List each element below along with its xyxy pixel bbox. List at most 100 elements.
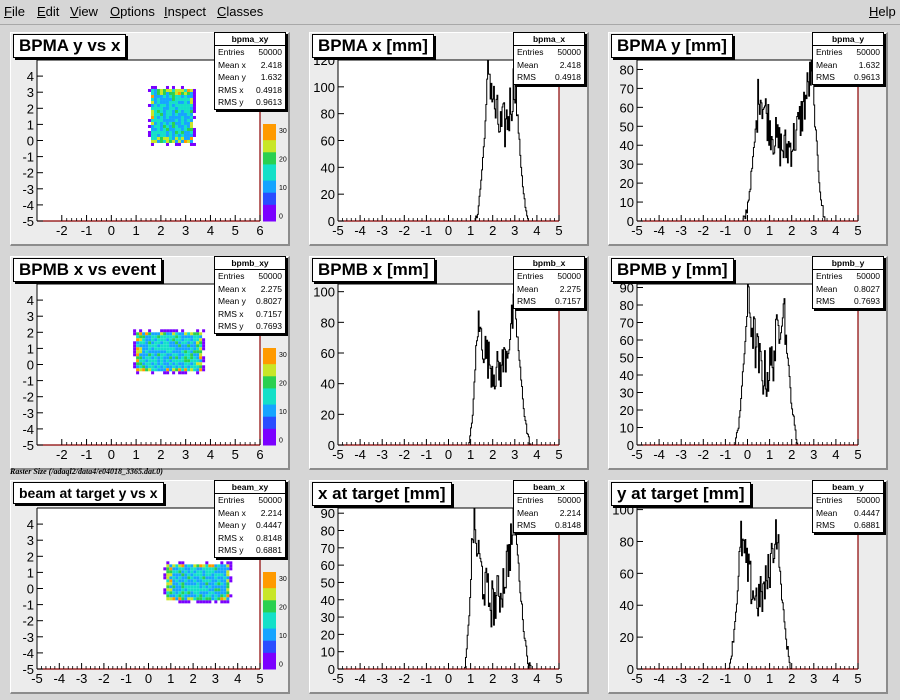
heatmap-cell: [181, 570, 185, 574]
heatmap-cell: [187, 600, 191, 604]
heatmap-cell: [157, 335, 161, 339]
pad-bpmb-x[interactable]: -5 -4 -3 -2 -1 0 1 2 3 4 5 0 20 40 60 80 100 BPMB x [mm] b…: [309, 256, 589, 470]
stats-box: beam_xy Entries 50000 Mean x 2.214 Mean y 0.44…: [214, 480, 286, 558]
pad-beam-y[interactable]: -5 -4 -3 -2 -1 0 1 2 3 4 5 0 20 40 60 80 100 y at target …: [608, 480, 888, 694]
stats-value: 2.214: [559, 507, 581, 518]
stats-name: bpma_y: [813, 33, 883, 46]
pad-beam-x[interactable]: -5 -4 -3 -2 -1 0 1 2 3 4 5 0 10 20 30 40 50 60 70 80 90 x at …: [309, 480, 589, 694]
heatmap-cell: [166, 594, 170, 598]
stats-value: 50000: [856, 47, 880, 57]
heatmap-cell: [220, 594, 224, 598]
x-tick-label: -1: [421, 223, 433, 238]
heatmap-cell: [189, 130, 193, 134]
x-tick-label: -3: [675, 671, 687, 686]
pad-bpma-xy[interactable]: 30 20 10 0 -2 -1 0 1 2 3 4 5 6 -5 -4 -3 -2 -1 0 1 2 3 4 BPMA y …: [10, 32, 290, 246]
pad-bpma-x[interactable]: -5 -4 -3 -2 -1 0 1 2 3 4 5 0 20 40 60 80 100 120 BPMA x [m…: [309, 32, 589, 246]
heatmap-cell: [223, 585, 227, 589]
y-tick-label: 60: [620, 333, 634, 348]
heatmap-cell: [202, 594, 206, 598]
heatmap-cell: [196, 338, 200, 342]
heatmap-cell: [199, 338, 203, 342]
x-ticks: -5 -4 -3 -2 -1 0 1 2 3 4 5: [31, 663, 264, 686]
heatmap-cell: [184, 353, 188, 357]
menu-help[interactable]: Help: [869, 4, 896, 19]
heatmap-cell: [178, 341, 182, 345]
heatmap-cell: [168, 109, 172, 113]
pad-bpma-y[interactable]: -5 -4 -3 -2 -1 0 1 2 3 4 5 0 10 20 30 40 50 60 70 80 BPMA y …: [608, 32, 888, 246]
heatmap-cell: [172, 564, 176, 568]
heatmap-cell: [184, 564, 188, 568]
heatmap-cell: [162, 118, 166, 122]
heatmap-cell: [172, 341, 176, 345]
heatmap-cell: [142, 362, 146, 366]
pad-bpmb-y[interactable]: -5 -4 -3 -2 -1 0 1 2 3 4 5 0 10 20 30 40 50 60 70 80 90 BPMB …: [608, 256, 888, 470]
pad-title: BPMB y [mm]: [611, 258, 734, 282]
heatmap-cell: [156, 133, 160, 137]
heatmap-cell: [184, 567, 188, 571]
heatmap-cell: [159, 139, 163, 143]
heatmap-cell: [196, 579, 200, 583]
heatmap-cell: [181, 335, 185, 339]
stats-key: Mean x: [218, 507, 246, 518]
menu-options[interactable]: Options: [110, 4, 155, 19]
heatmap-cell: [223, 573, 227, 577]
y-ticks: 0 10 20 30 40 50 60 70 80 90: [620, 281, 643, 453]
heatmap-cell: [190, 573, 194, 577]
x-tick-label: 3: [810, 223, 817, 238]
heatmap-cell: [162, 103, 166, 107]
palette-swatch: [263, 176, 276, 182]
stats-key: Entries: [517, 495, 544, 505]
heatmap-cell: [226, 579, 230, 583]
palette-swatch: [263, 412, 276, 418]
heatmap-cell: [199, 597, 203, 601]
heatmap-cell: [184, 338, 188, 342]
x-tick-label: -2: [98, 671, 110, 686]
stats-box: bpmb_x Entries 50000 Mean 2.275 RMS 0.7157: [513, 256, 585, 309]
heatmap-cell: [178, 347, 182, 351]
pad-beam-xy[interactable]: 30 20 10 0 -5 -4 -3 -2 -1 0 1 2 3 4 5 -5 -4 -3 -2 -1 0 1 2 3 4 be…: [10, 480, 290, 694]
heatmap-cell: [151, 371, 155, 375]
palette-swatch: [263, 396, 276, 402]
heatmap-cell: [190, 594, 194, 598]
heatmap-cell: [205, 573, 209, 577]
heatmap-cell: [165, 103, 169, 107]
heatmap-cell: [193, 365, 197, 369]
heatmap-cell: [139, 329, 143, 333]
heatmap-cell: [202, 576, 206, 580]
heatmap-cell: [199, 591, 203, 595]
heatmap-cell: [223, 570, 227, 574]
palette-swatch: [263, 132, 276, 137]
heatmap-cell: [196, 329, 200, 333]
heatmap-cell: [196, 591, 200, 595]
menu-file[interactable]: File: [4, 4, 25, 19]
heatmap-cell: [156, 94, 160, 98]
plot-area: [338, 284, 559, 445]
heatmap-cell: [175, 567, 179, 571]
heatmap-cell: [189, 136, 193, 140]
heatmap-cell: [180, 133, 184, 137]
x-tick-label: 1: [467, 223, 474, 238]
heatmap-cell: [171, 118, 175, 122]
stats-name: beam_x: [514, 481, 584, 494]
root-canvas[interactable]: 30 20 10 0 -2 -1 0 1 2 3 4 5 6 -5 -4 -3 -2 -1 0 1 2 3 4 BPMA y …: [0, 26, 900, 700]
heatmap-cell: [180, 100, 184, 104]
heatmap-cell: [175, 570, 179, 574]
menu-inspect[interactable]: Inspect: [164, 4, 206, 19]
heatmap-cell: [181, 359, 185, 363]
stats-row: Mean 0.4447: [813, 507, 883, 520]
x-tick-label: 0: [108, 223, 115, 238]
stats-key: Entries: [816, 271, 843, 281]
heatmap-cell: [169, 579, 173, 583]
heatmap-cell: [160, 356, 164, 360]
menu-view[interactable]: View: [70, 4, 98, 19]
heatmap-cell: [166, 567, 170, 571]
heatmap-cell: [157, 332, 161, 336]
menu-classes[interactable]: Classes: [217, 4, 264, 19]
heatmap-cell: [184, 371, 188, 375]
menu-edit[interactable]: Edit: [37, 4, 60, 19]
heatmap-cell: [157, 362, 161, 366]
pad-bpmb-xy[interactable]: 30 20 10 0 -2 -1 0 1 2 3 4 5 6 -5 -4 -3 -2 -1 0 1 2 3 4 BPMB x …: [10, 256, 290, 470]
heatmap-cell: [175, 588, 179, 592]
stats-box: beam_y Entries 50000 Mean 0.4447 RMS 0.6881: [812, 480, 884, 533]
